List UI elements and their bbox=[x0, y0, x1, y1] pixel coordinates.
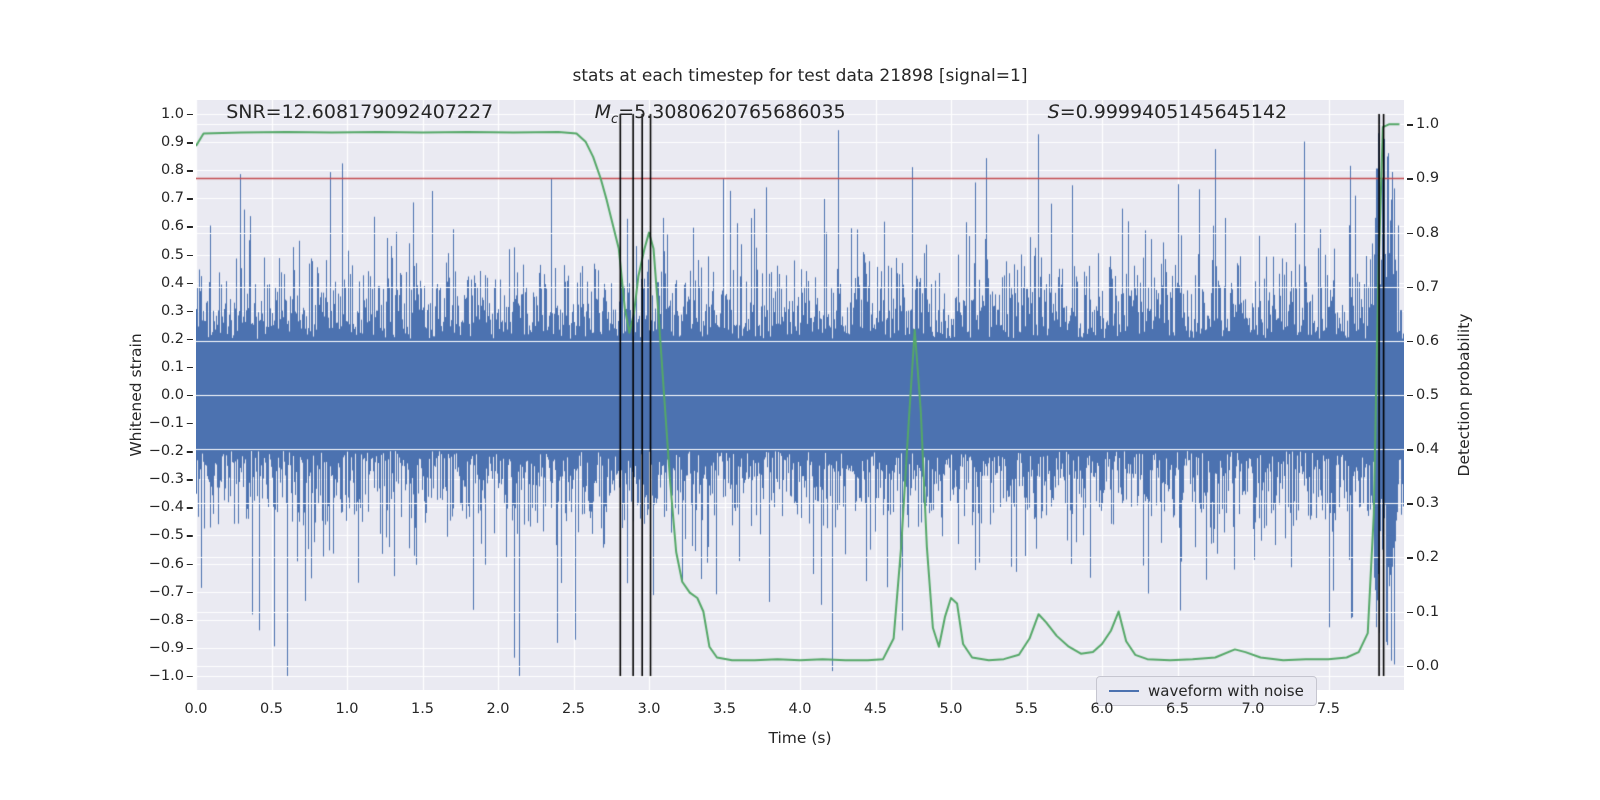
y-axis-right-tick-label: 0.2 bbox=[1406, 549, 1440, 566]
x-axis-label: Time (s) bbox=[768, 729, 832, 747]
x-tick-label: 4.0 bbox=[788, 701, 812, 717]
chart-title: stats at each timestep for test data 218… bbox=[572, 66, 1028, 86]
y-axis-left-tick-label: 0.8 bbox=[160, 162, 194, 179]
y-axis-left-tick-label: 1.0 bbox=[160, 106, 194, 123]
x-tick-label: 1.0 bbox=[335, 701, 359, 717]
x-tick-label: 2.5 bbox=[561, 701, 586, 717]
annotation-s-stat-var: S bbox=[1047, 101, 1060, 123]
y-axis-left-tick-label: −0.7 bbox=[148, 583, 194, 600]
annotation-chirp-mass-var: M bbox=[594, 101, 612, 123]
y-axis-right-tick-label: 0.7 bbox=[1406, 278, 1440, 295]
annotation-chirp-mass-subscript: c bbox=[611, 111, 619, 127]
plot-area-canvas bbox=[196, 100, 1404, 690]
x-tick-label: 7.0 bbox=[1241, 701, 1265, 717]
legend-line-sample bbox=[1109, 690, 1139, 692]
annotation-snr-var: SNR bbox=[226, 101, 266, 123]
x-tick-label: 1.5 bbox=[410, 701, 435, 717]
y-axis-right-tick-label: 0.4 bbox=[1406, 441, 1440, 458]
y-axis-left-tick-label: −0.6 bbox=[148, 555, 194, 572]
x-tick-label: 5.0 bbox=[939, 701, 963, 717]
y-axis-left-tick-label: −0.5 bbox=[148, 527, 194, 544]
y-axis-left-tick-label: 0.3 bbox=[160, 302, 194, 319]
y-axis-right-tick-label: 0.3 bbox=[1406, 495, 1440, 512]
y-axis-left-tick-label: −0.3 bbox=[148, 471, 194, 488]
y-axis-right-tick-label: 0.9 bbox=[1406, 170, 1440, 187]
annotation-s-stat: S=0.9999405145645142 bbox=[1048, 101, 1288, 127]
y-axis-left-tick-label: 0.9 bbox=[160, 134, 194, 151]
x-tick-label: 3.5 bbox=[712, 701, 737, 717]
x-tick-label: 0.5 bbox=[259, 701, 284, 717]
x-tick-label: 0.0 bbox=[184, 701, 208, 717]
x-tick-label: 6.5 bbox=[1165, 701, 1190, 717]
y-axis-right-tick-label: 0.1 bbox=[1406, 603, 1440, 620]
annotation-s-stat-value: =0.9999405145645142 bbox=[1059, 101, 1288, 123]
y-axis-left-tick-label: −0.9 bbox=[148, 639, 194, 656]
y-axis-left-tick-label: −1.0 bbox=[148, 667, 194, 684]
y-axis-right-tick-label: 1.0 bbox=[1406, 116, 1440, 133]
y-axis-left-tick-label: −0.4 bbox=[148, 499, 194, 516]
x-tick-label: 2.0 bbox=[486, 701, 510, 717]
y-axis-left-tick-label: −0.1 bbox=[148, 415, 194, 432]
y-axis-right-tick-label: 0.0 bbox=[1406, 657, 1440, 674]
legend: waveform with noise bbox=[1096, 676, 1317, 706]
x-tick-label: 5.5 bbox=[1014, 701, 1039, 717]
y-axis-left-tick-label: 0.6 bbox=[160, 218, 194, 235]
y-axis-left-tick-label: 0.2 bbox=[160, 330, 194, 347]
y-axis-right-tick-label: 0.6 bbox=[1406, 332, 1440, 349]
y-axis-left-tick-label: 0.0 bbox=[160, 387, 194, 403]
x-tick-label: 3.0 bbox=[637, 701, 661, 717]
y-axis-right-tick-label: 0.5 bbox=[1406, 387, 1440, 403]
y-axis-right-tick-label: 0.8 bbox=[1406, 224, 1440, 241]
y-axis-left-tick-label: 0.1 bbox=[160, 358, 194, 375]
y-axis-left-tick-label: 0.5 bbox=[160, 246, 194, 263]
y-axis-label-right: Detection probability bbox=[1455, 313, 1473, 477]
annotation-chirp-mass-value: =5.3080620765686035 bbox=[618, 101, 846, 123]
y-axis-left-tick-label: −0.8 bbox=[148, 611, 194, 628]
x-tick-label: 6.0 bbox=[1090, 701, 1114, 717]
y-axis-left-tick-label: 0.4 bbox=[160, 274, 194, 291]
y-axis-left-tick-label: 0.7 bbox=[160, 190, 194, 207]
annotation-chirp-mass: Mc=5.3080620765686035 bbox=[595, 101, 846, 127]
x-tick-label: 4.5 bbox=[863, 701, 888, 717]
legend-entry-label: waveform with noise bbox=[1148, 682, 1304, 700]
annotation-snr: SNR=12.608179092407227 bbox=[226, 101, 493, 127]
x-tick-label: 7.5 bbox=[1316, 701, 1341, 717]
y-axis-left-tick-label: −0.2 bbox=[148, 443, 194, 460]
y-axis-label-left: Whitened strain bbox=[127, 333, 145, 457]
annotation-snr-value: =12.608179092407227 bbox=[265, 101, 494, 123]
